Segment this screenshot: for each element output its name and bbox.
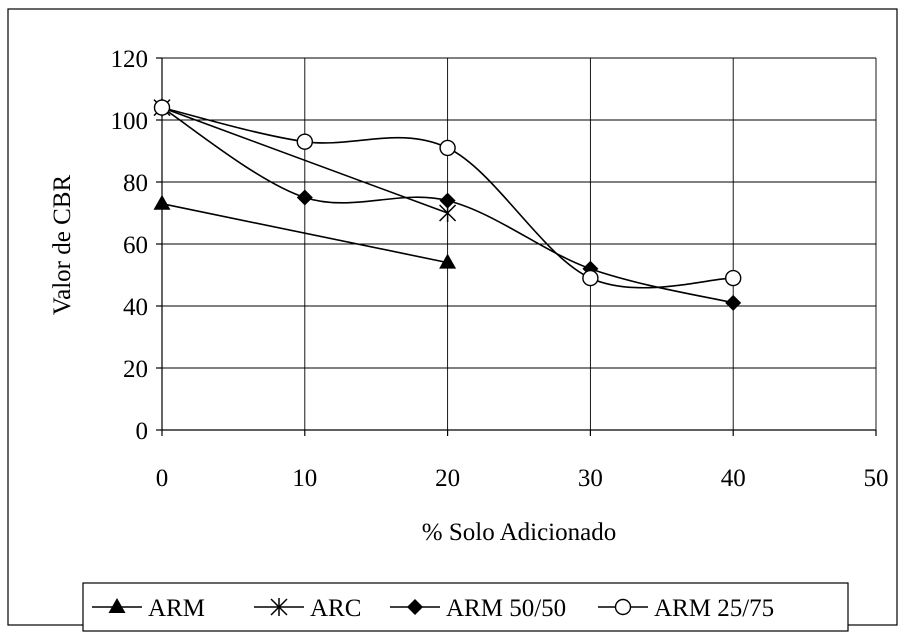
grid-lines — [162, 57, 877, 430]
legend-marker-arm — [108, 598, 126, 613]
y-axis-title: Valor de CBR — [49, 175, 76, 316]
x-tick-label: 10 — [292, 465, 317, 492]
legend-item-arm-50-50: ARM 50/50 — [390, 595, 566, 622]
diamond-marker-shape — [296, 189, 313, 206]
diamond-marker-shape — [407, 599, 423, 615]
circle-marker-shape — [439, 139, 456, 157]
legend-label-arc: ARC — [310, 595, 361, 622]
x-tick-label: 20 — [435, 465, 460, 492]
data-point-arm-50-50 — [725, 294, 742, 311]
triangle-marker-shape — [108, 598, 126, 613]
circle-marker-shape — [725, 269, 742, 287]
y-tick-label: 80 — [123, 170, 148, 197]
y-tick-label: 60 — [123, 232, 148, 259]
x-tick-label: 50 — [864, 465, 889, 492]
diamond-marker-shape — [725, 294, 742, 311]
circle-marker-shape — [296, 133, 313, 150]
series-arm-25-75 — [153, 99, 742, 289]
x-tick-label: 30 — [578, 465, 603, 492]
x-axis-title: % Solo Adicionado — [422, 519, 616, 546]
data-point-arm-25-75 — [725, 269, 742, 287]
data-point-arm-25-75 — [296, 133, 313, 150]
data-point-arm-25-75 — [153, 99, 171, 116]
legend-label-arm-25-75: ARM 25/75 — [654, 595, 774, 622]
circle-marker-shape — [153, 99, 171, 116]
series-arm — [153, 194, 457, 269]
data-point-arm-25-75 — [582, 269, 599, 287]
circle-marker-shape — [582, 269, 599, 287]
data-point-arm-50-50 — [296, 189, 313, 206]
diamond-marker-shape — [439, 192, 456, 209]
legend-label-arm-50-50: ARM 50/50 — [446, 595, 566, 622]
legend-item-arm: ARM — [92, 595, 205, 622]
legend-marker-arm-25-75 — [614, 598, 632, 616]
legend-marker-arm-50-50 — [407, 599, 423, 615]
legend-marker-arc — [270, 598, 288, 616]
circle-marker-shape — [614, 598, 632, 616]
series-line-arm — [161, 202, 448, 264]
y-tick-label: 40 — [123, 294, 148, 321]
data-point-arm — [439, 253, 457, 269]
triangle-marker-shape — [439, 253, 457, 269]
tick-labels: 0 20 40 60 80 100 120 0 10 20 30 40 50 — [111, 46, 889, 492]
y-tick-label: 0 — [136, 418, 149, 445]
legend: ARM ARC ARM 50/50 ARM 25/75 — [82, 582, 849, 632]
data-point-arm-25-75 — [439, 139, 456, 157]
triangle-marker-shape — [153, 194, 171, 210]
series-group — [153, 98, 742, 311]
axes — [156, 57, 877, 436]
y-tick-label: 100 — [111, 108, 149, 135]
data-point-arm-50-50 — [439, 192, 456, 209]
y-tick-label: 120 — [111, 46, 149, 73]
x-tick-label: 40 — [721, 465, 746, 492]
data-point-arm — [153, 194, 171, 210]
x-tick-label: 0 — [156, 465, 169, 492]
legend-item-arc: ARC — [254, 595, 361, 622]
series-line-arc — [161, 106, 448, 214]
y-tick-label: 20 — [123, 356, 148, 383]
legend-item-arm-25-75: ARM 25/75 — [598, 595, 774, 622]
legend-label-arm: ARM — [148, 595, 205, 622]
legend-box — [82, 582, 849, 632]
